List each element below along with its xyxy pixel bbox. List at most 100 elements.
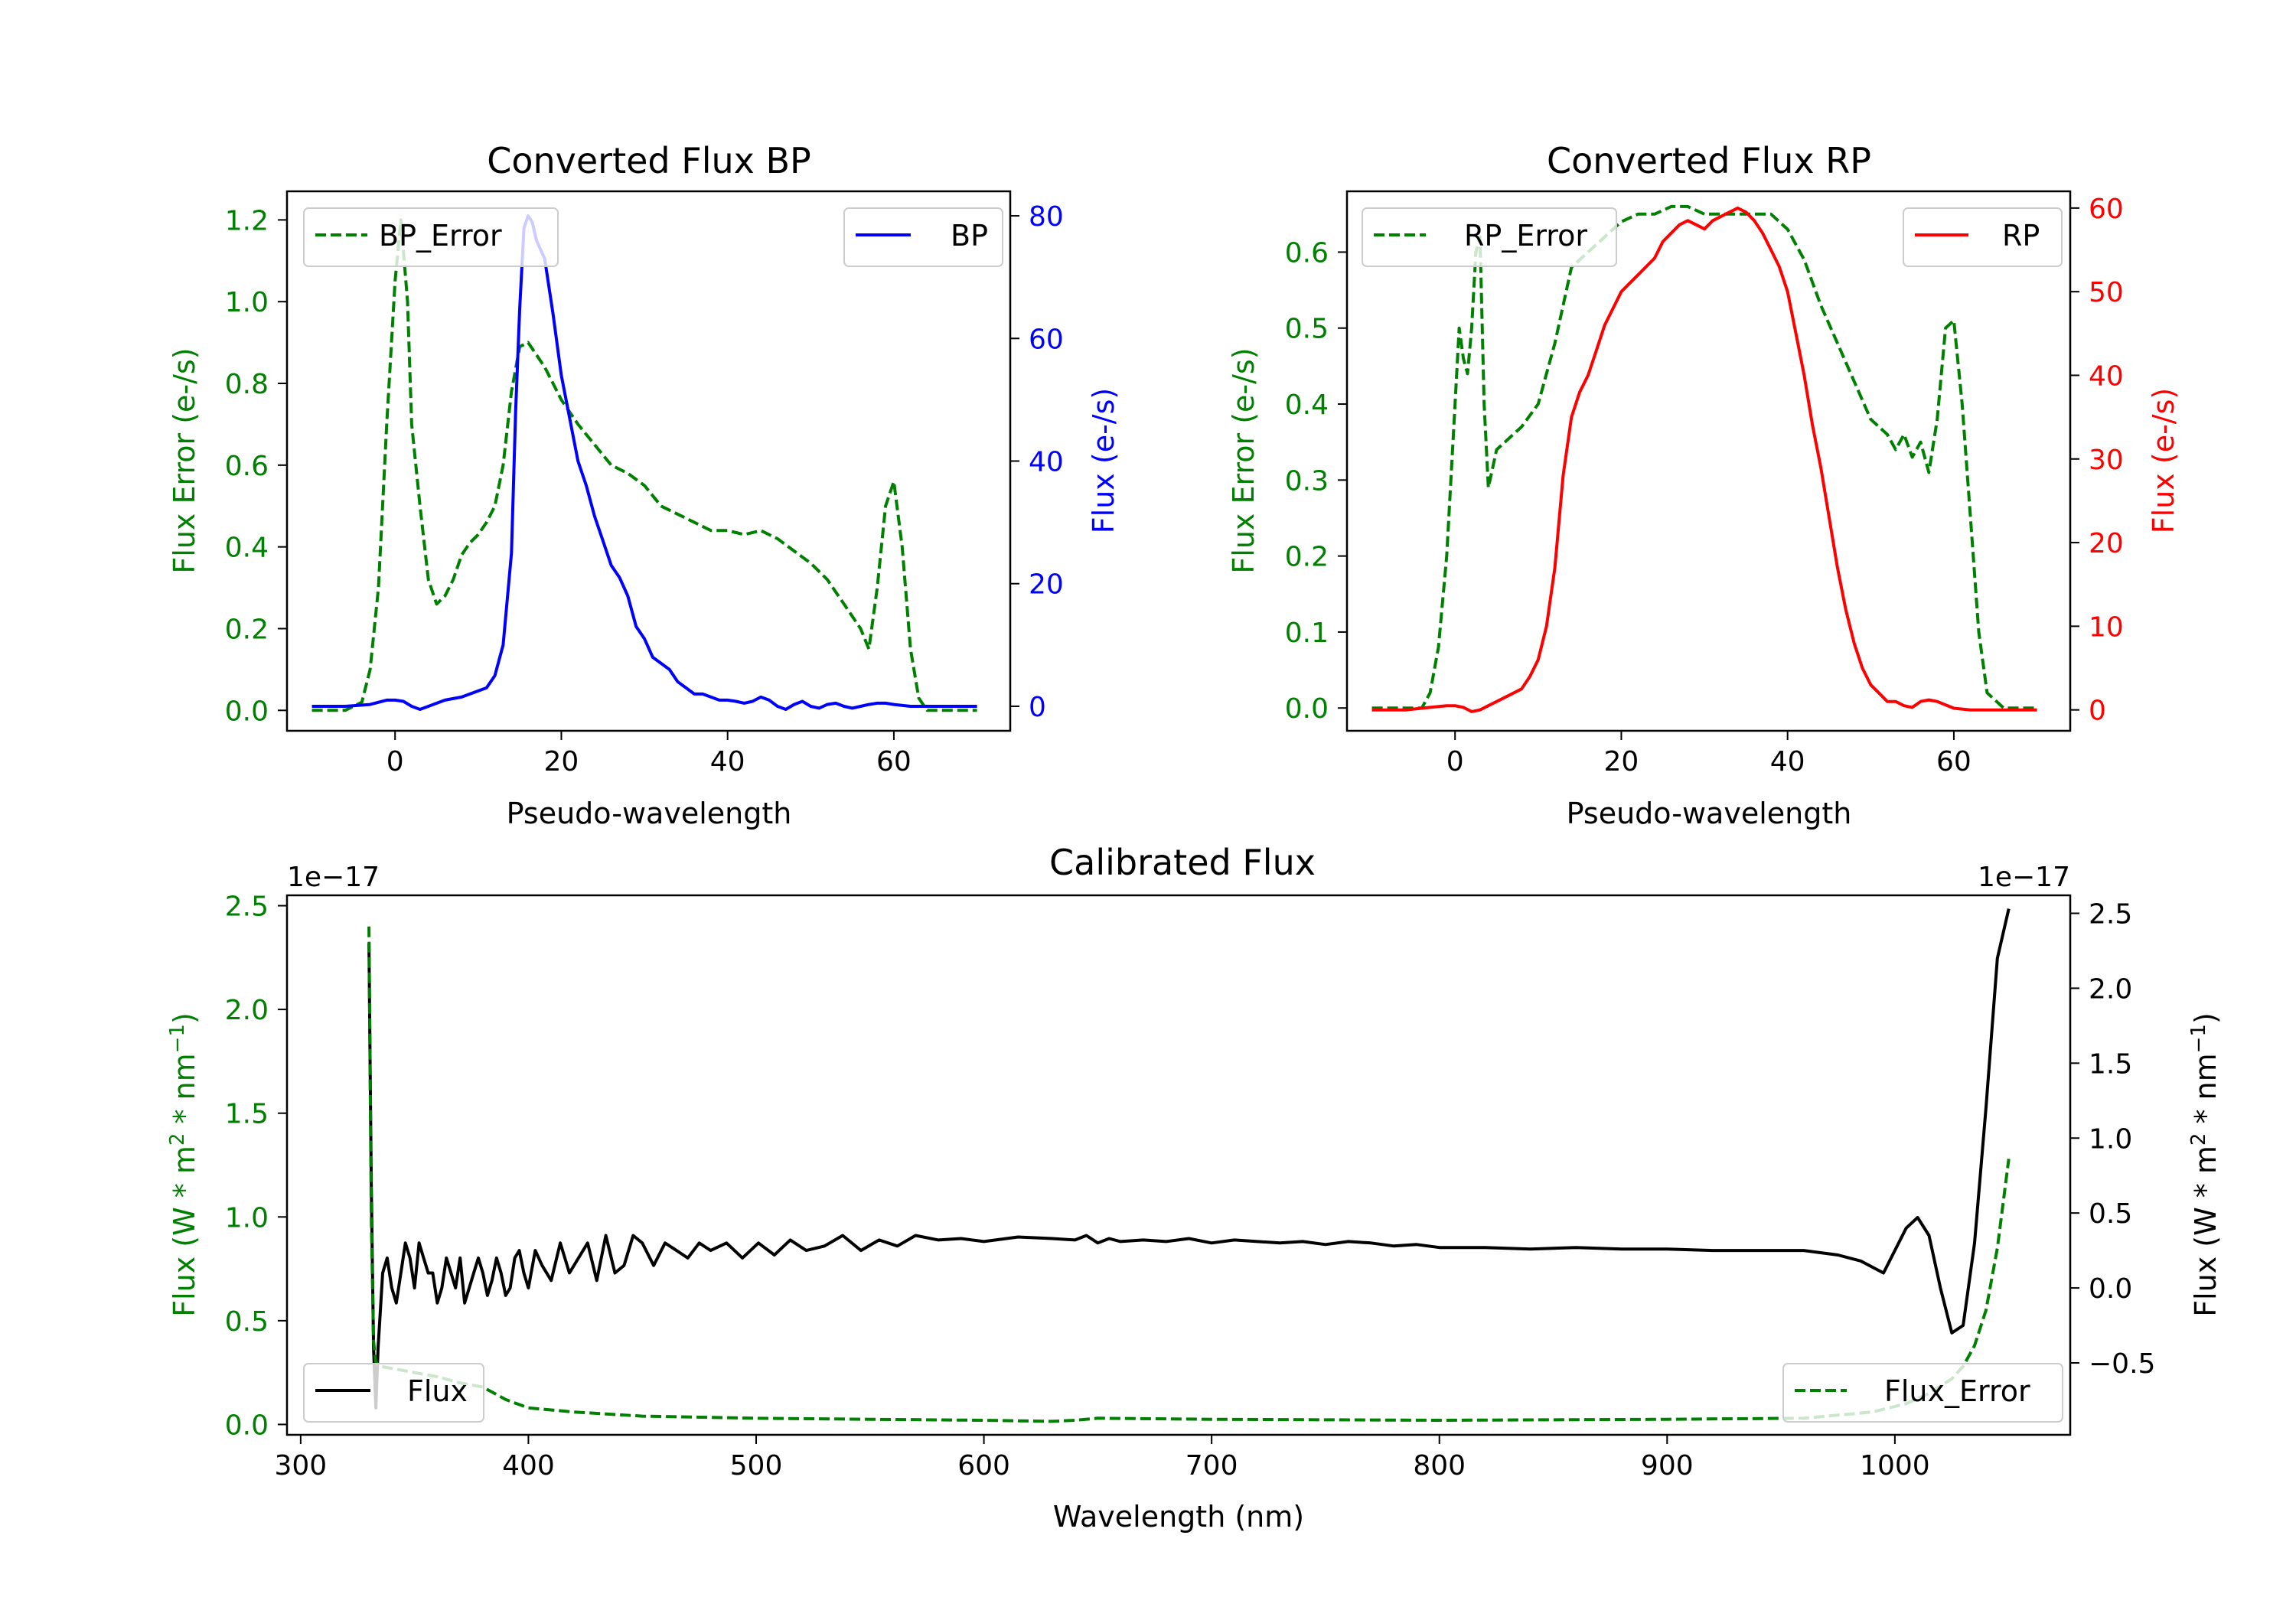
y-tick-label-right: 0.5 bbox=[2089, 1198, 2132, 1230]
y-tick-label-left: 0.5 bbox=[225, 1306, 269, 1338]
y-tick-label-right: 2.5 bbox=[2089, 899, 2132, 931]
x-tick-label: 20 bbox=[544, 746, 579, 777]
ylabel-part: ) bbox=[168, 1012, 201, 1024]
y-tick-label-right: 10 bbox=[2089, 611, 2124, 643]
ylabel-superscript: 2 bbox=[166, 1133, 189, 1146]
series-line-bp bbox=[311, 214, 977, 711]
y-axis-label-left-bp: Flux Error (e-/s) bbox=[168, 347, 201, 573]
legend-label-flux-error: Flux_Error bbox=[1884, 1374, 2030, 1408]
legend-box bbox=[1903, 207, 2063, 267]
x-tick-label: 600 bbox=[957, 1450, 1010, 1482]
series-line-flux bbox=[367, 908, 2011, 1410]
cal-x-ticks: 300 400 500 600 700 800 900 1000 bbox=[274, 1435, 1930, 1482]
x-tick-label: 1000 bbox=[1860, 1450, 1930, 1482]
x-axis-label-bp: Pseudo-wavelength bbox=[507, 797, 792, 830]
rp-left-ticks: 0.0 0.1 0.2 0.3 0.4 0.5 0.6 bbox=[1285, 237, 1347, 725]
y-tick-label-left: 0.0 bbox=[225, 1410, 269, 1441]
y-tick-label-left: 0.6 bbox=[1285, 237, 1329, 269]
rp-right-ticks: 0 10 20 30 40 50 60 bbox=[2070, 194, 2124, 727]
x-tick-label: 60 bbox=[1936, 746, 1971, 777]
y-tick-label-right: 20 bbox=[2089, 528, 2124, 559]
legend-bp: BP bbox=[843, 207, 1003, 267]
legend-box bbox=[1362, 207, 1617, 267]
legend-label-flux: Flux bbox=[407, 1374, 468, 1408]
offset-label-right: 1e−17 bbox=[1978, 862, 2070, 893]
cal-right-ticks: −0.5 0.0 0.5 1.0 1.5 2.0 2.5 bbox=[2070, 899, 2155, 1380]
rp-x-ticks: 0 20 40 60 bbox=[1446, 731, 1971, 777]
series-line-rp bbox=[1371, 206, 2037, 713]
y-tick-label-left: 0.4 bbox=[225, 533, 269, 564]
panel-converted-flux-rp: Converted Flux RP 0 20 40 60 0.00.10.20.30.… bbox=[1227, 140, 2180, 830]
legend-label-rp-error: RP_Error bbox=[1464, 219, 1587, 253]
x-tick-label: 900 bbox=[1641, 1450, 1694, 1482]
plot-frame-calibrated bbox=[285, 894, 2072, 1436]
x-axis-label-calibrated: Wavelength (nm) bbox=[1053, 1500, 1304, 1534]
y-tick-label-left: 2.0 bbox=[225, 995, 269, 1026]
rp-series-group bbox=[1371, 204, 2037, 713]
x-tick-label: 800 bbox=[1413, 1450, 1466, 1482]
y-tick-label-left: 0.1 bbox=[1285, 618, 1329, 649]
y-tick-label-right: 20 bbox=[1029, 569, 1064, 601]
legend-label-rp: RP bbox=[2002, 219, 2040, 253]
y-axis-label-right-calibrated: Flux (W * m2 * nm−1) bbox=[2187, 1012, 2223, 1317]
y-tick-label-right: 0 bbox=[1029, 692, 1046, 723]
y-axis-label-right-bp: Flux (e-/s) bbox=[1087, 388, 1120, 533]
y-tick-label-left: 0.4 bbox=[1285, 390, 1329, 421]
x-tick-label: 60 bbox=[876, 746, 912, 777]
x-axis-label-rp: Pseudo-wavelength bbox=[1567, 797, 1852, 830]
ylabel-superscript: −1 bbox=[166, 1024, 189, 1053]
x-tick-label: 0 bbox=[386, 746, 404, 777]
x-tick-label: 40 bbox=[1770, 746, 1805, 777]
panel-converted-flux-bp: Converted Flux BP 0 20 40 60 0.00.20.40.60.… bbox=[168, 140, 1120, 830]
legend-rp: RP bbox=[1903, 207, 2063, 267]
y-tick-label-right: 40 bbox=[1029, 447, 1064, 478]
ylabel-part: Flux (W * m bbox=[168, 1146, 201, 1317]
y-tick-label-left: 0.6 bbox=[225, 451, 269, 482]
ylabel-part: Flux (W * m bbox=[2189, 1146, 2223, 1317]
bp-x-ticks: 0 20 40 60 bbox=[386, 731, 912, 777]
x-tick-label: 300 bbox=[274, 1450, 327, 1482]
ylabel-part: * nm bbox=[168, 1053, 201, 1133]
y-tick-label-right: 0 bbox=[2089, 696, 2106, 727]
y-tick-label-right: 80 bbox=[1029, 201, 1064, 233]
chart-title-rp: Converted Flux RP bbox=[1547, 140, 1871, 181]
x-tick-label: 0 bbox=[1446, 746, 1464, 777]
legend-box bbox=[1782, 1363, 2063, 1423]
legend-label-bp: BP bbox=[951, 219, 988, 253]
y-tick-label-left: 0.3 bbox=[1285, 465, 1329, 497]
y-tick-label-left: 0.2 bbox=[225, 614, 269, 645]
y-tick-label-right: 60 bbox=[1029, 324, 1064, 355]
legend-bp-error: BP_Error bbox=[303, 207, 559, 267]
x-tick-label: 400 bbox=[502, 1450, 555, 1482]
legend-flux-error: Flux_Error bbox=[1782, 1363, 2063, 1423]
y-tick-label-right: −0.5 bbox=[2089, 1348, 2155, 1380]
legend-label-bp-error: BP_Error bbox=[379, 219, 502, 253]
y-axis-label-right-rp: Flux (e-/s) bbox=[2147, 388, 2180, 533]
ylabel-superscript: −1 bbox=[2187, 1024, 2210, 1053]
panel-calibrated-flux: Calibrated Flux 1e−17 1e−17 300 400 500 600… bbox=[166, 842, 2223, 1534]
chart-title-bp: Converted Flux BP bbox=[487, 140, 811, 181]
bp-series-group bbox=[311, 214, 977, 712]
series-line-rp-error bbox=[1371, 204, 2037, 710]
y-tick-label-left: 1.0 bbox=[225, 1202, 269, 1234]
y-tick-label-left: 1.5 bbox=[225, 1099, 269, 1130]
ylabel-part: * nm bbox=[2189, 1053, 2223, 1133]
bp-left-ticks: 0.0 0.2 0.4 0.6 0.8 1.0 1.2 bbox=[225, 205, 287, 727]
y-tick-label-left: 0.2 bbox=[1285, 542, 1329, 573]
y-tick-label-left: 0.0 bbox=[1285, 693, 1329, 725]
y-tick-label-left: 2.5 bbox=[225, 892, 269, 923]
y-axis-label-left-rp: Flux Error (e-/s) bbox=[1227, 347, 1261, 573]
y-tick-label-right: 40 bbox=[2089, 360, 2124, 392]
ylabel-part: ) bbox=[2189, 1012, 2223, 1024]
y-tick-label-right: 50 bbox=[2089, 277, 2124, 308]
y-axis-label-left-calibrated: Flux (W * m2 * nm−1) bbox=[166, 1012, 201, 1317]
y-tick-label-left: 0.8 bbox=[225, 369, 269, 400]
y-tick-label-right: 60 bbox=[2089, 194, 2124, 225]
legend-rp-error: RP_Error bbox=[1362, 207, 1617, 267]
y-tick-label-left: 0.5 bbox=[1285, 314, 1329, 345]
legend-box bbox=[843, 207, 1003, 267]
x-tick-label: 40 bbox=[710, 746, 745, 777]
legend-flux: Flux bbox=[303, 1363, 484, 1423]
chart-title-calibrated: Calibrated Flux bbox=[1049, 842, 1316, 883]
